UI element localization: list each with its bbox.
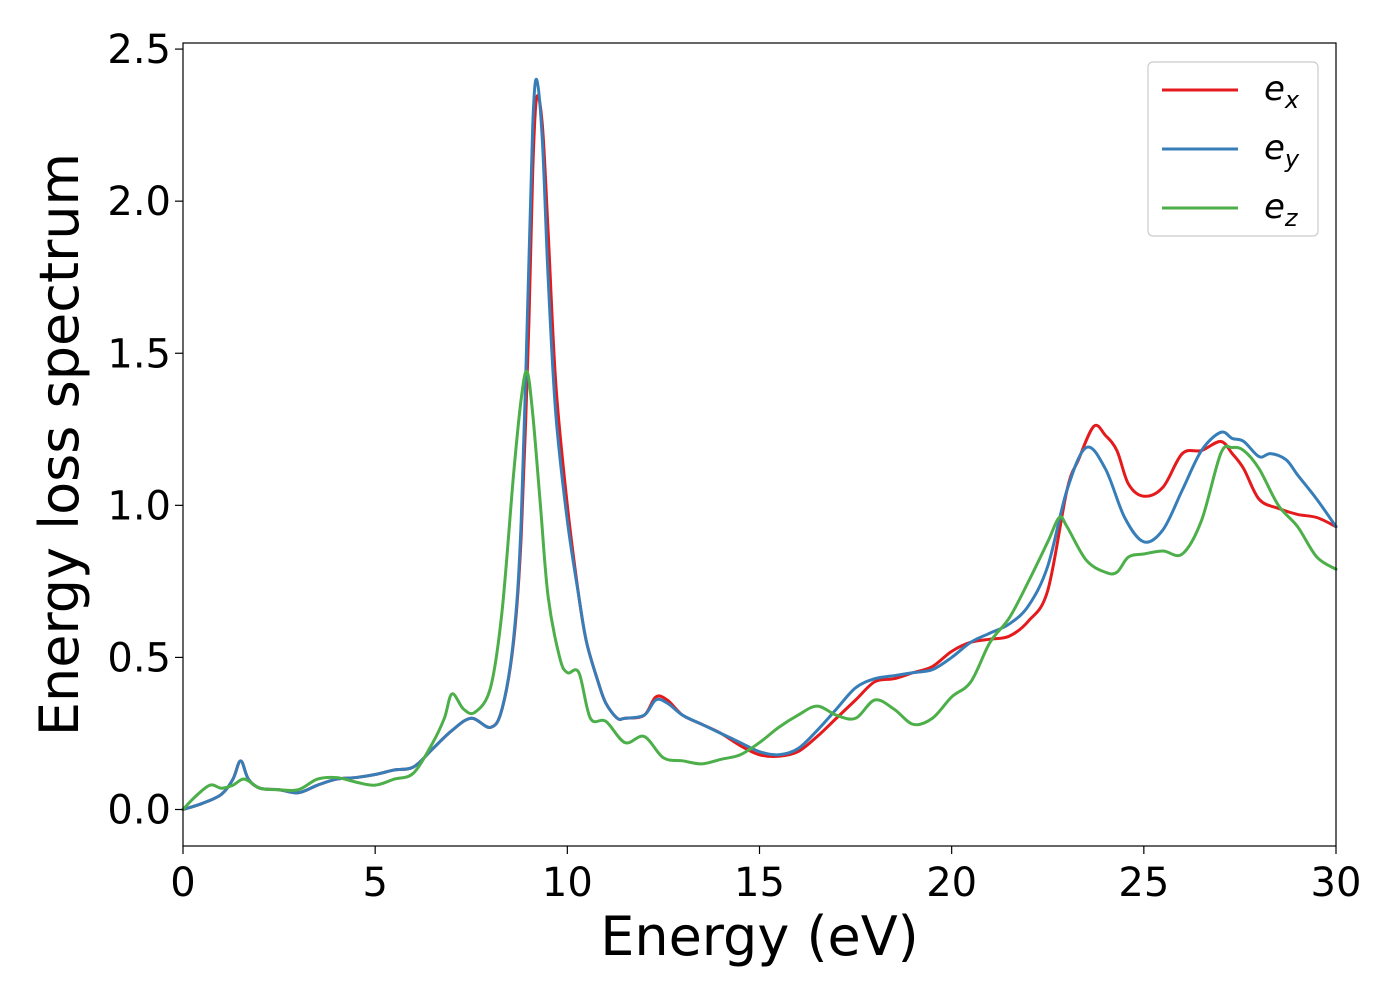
x-tick-label: 10 <box>542 860 593 906</box>
y-axis-title: Energy loss spectrum <box>28 153 91 736</box>
series-layer <box>181 77 1338 811</box>
y-axis-ticks: 0.0 0.5 1.0 1.5 2.0 2.5 <box>107 27 183 834</box>
x-tick-label: 30 <box>1311 860 1362 906</box>
y-tick-label: 1.5 <box>107 331 171 377</box>
y-tick-label: 0.5 <box>107 635 171 681</box>
series-line-y <box>181 77 1338 811</box>
series-line-z <box>181 369 1338 811</box>
x-tick-label: 0 <box>170 860 195 906</box>
y-tick-label: 2.0 <box>107 179 171 225</box>
x-tick-label: 15 <box>734 860 785 906</box>
x-tick-label: 20 <box>926 860 977 906</box>
x-tick-label: 5 <box>362 860 387 906</box>
x-axis-title: Energy (eV) <box>600 905 919 968</box>
x-axis-ticks: 0 5 10 15 20 25 30 <box>170 846 1361 906</box>
x-tick-label: 25 <box>1118 860 1169 906</box>
y-tick-label: 1.0 <box>107 483 171 529</box>
y-tick-label: 2.5 <box>107 27 171 73</box>
y-tick-label: 0.0 <box>107 788 171 834</box>
